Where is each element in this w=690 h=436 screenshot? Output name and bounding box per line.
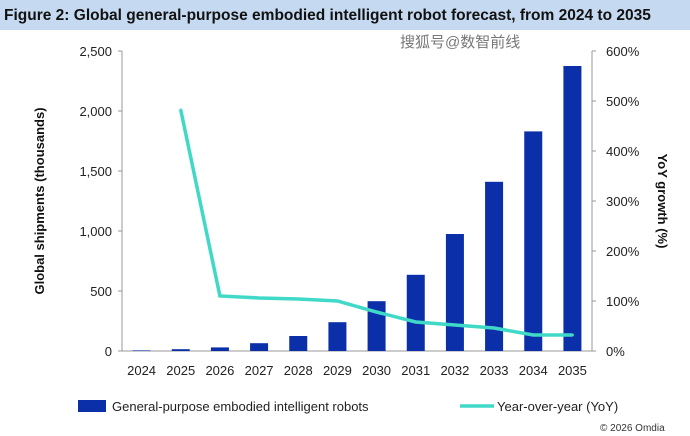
y-tick-label: 500 [90, 284, 112, 299]
yoy-point [453, 323, 457, 327]
yoy-point [492, 326, 496, 330]
y-right-axis-label: YoY growth (%) [655, 154, 670, 249]
x-tick-label: 2026 [205, 363, 234, 378]
x-tick-label: 2027 [245, 363, 274, 378]
x-tick-label: 2030 [362, 363, 391, 378]
credit: © 2026 Omdia [600, 423, 665, 434]
x-tick-label: 2028 [284, 363, 313, 378]
bar [289, 336, 308, 351]
bar [524, 131, 543, 351]
y-axis-label: Global shipments (thousands) [32, 107, 47, 294]
y-tick-label: 2,500 [79, 44, 112, 59]
y-right-tick-label: 400% [606, 144, 640, 159]
y-right-tick-label: 300% [606, 194, 640, 209]
x-tick-label: 2031 [401, 363, 430, 378]
legend-label-bars: General-purpose embodied intelligent rob… [112, 399, 369, 414]
bar [328, 322, 347, 351]
legend-swatch-bars [78, 400, 106, 412]
bar [132, 350, 151, 351]
yoy-point [257, 296, 261, 300]
x-tick-label: 2032 [440, 363, 469, 378]
x-tick-label: 2035 [558, 363, 587, 378]
yoy-point [179, 108, 183, 112]
chart-title: Figure 2: Global general-purpose embodie… [0, 0, 690, 30]
x-tick-label: 2033 [480, 363, 509, 378]
y-right-tick-label: 200% [606, 244, 640, 259]
yoy-point [296, 297, 300, 301]
yoy-point [335, 299, 339, 303]
x-tick-label: 2029 [323, 363, 352, 378]
yoy-point [414, 320, 418, 324]
bar [250, 343, 269, 351]
bar [485, 181, 504, 351]
watermark: 搜狐号@数智前线 [400, 33, 520, 51]
y-right-tick-label: 100% [606, 294, 640, 309]
y-right-tick-label: 0% [606, 344, 625, 359]
bar [563, 66, 582, 351]
x-tick-label: 2024 [127, 363, 156, 378]
y-tick-label: 0 [105, 344, 112, 359]
yoy-point [531, 333, 535, 337]
y-tick-label: 1,000 [79, 224, 112, 239]
yoy-point [375, 310, 379, 314]
y-right-tick-label: 600% [606, 44, 640, 59]
x-tick-label: 2025 [166, 363, 195, 378]
legend-label-line: Year-over-year (YoY) [497, 399, 618, 414]
y-tick-label: 1,500 [79, 164, 112, 179]
y-right-tick-label: 500% [606, 94, 640, 109]
bar [210, 347, 229, 351]
bar [171, 349, 190, 351]
yoy-point [570, 333, 574, 337]
y-tick-label: 2,000 [79, 104, 112, 119]
yoy-point [218, 294, 222, 298]
bar [406, 274, 425, 351]
x-tick-label: 2034 [519, 363, 548, 378]
bar [445, 234, 464, 351]
